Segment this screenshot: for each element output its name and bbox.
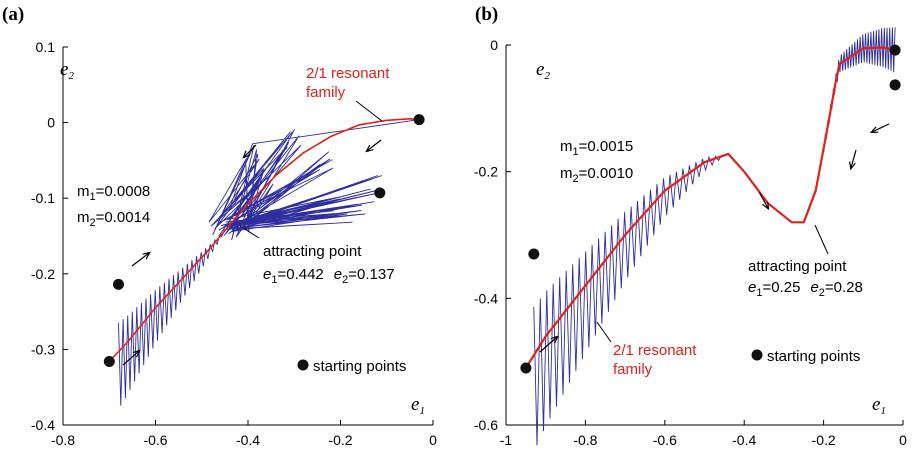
panel-b-trajectory-lower [533,153,729,446]
panel-b-attract-title: attracting point [748,258,847,275]
panel-a-ylabel: e2 [60,59,74,82]
panel-a-y-tick-label: 0.1 [36,39,56,55]
panel-b-label: (b) [475,4,498,25]
panel-b-axes: -1 -0.8 -0.6 -0.4 -0.2 0 0 -0.2 -0.4 -0.6 [474,37,907,448]
panel-a-arrow [244,144,257,157]
panel-b-starting-point [520,362,532,374]
panel-b-y-tick-label: 0 [490,37,498,53]
panel-b-x-tick-label: -0.4 [732,432,756,448]
panel-b-m1: m1=0.0015 [560,138,633,158]
panel-a-y-tick-label: -0.2 [31,266,55,282]
panel-a-arrow [367,139,382,151]
panel-a-arrow [122,351,139,366]
panel-b-legend-marker [751,349,763,361]
panel-a-starting-point [113,278,124,290]
panel-b-x-tick-label: -0.8 [573,432,597,448]
panel-a-legend-label: starting points [313,358,406,375]
panel-b-xlabel: e1 [872,394,886,417]
panel-b-attract-values: e1=0.25 e2=0.28 [748,279,863,299]
panel-a-resonant-family [108,118,420,363]
panel-a-y-tick-label: -0.3 [31,341,55,357]
panel-a-attract-leader [239,225,260,239]
panel-b-family-label-2: family [613,361,653,378]
panel-b-ylabel: e2 [536,59,550,82]
panel-a-starting-point [374,187,386,199]
panel-b-starting-point [889,44,901,56]
panel-b-x-tick-label: 0 [899,432,907,448]
panel-a-starting-points [103,114,425,367]
panel-b-starting-point [889,79,901,91]
panel-b-x-tick-label: -0.6 [653,432,677,448]
panel-a-x-tick-label: -0.2 [328,432,352,448]
panel-b: (b) -1 -0.8 -0.6 -0.4 -0.2 00-0.2-0.4-0.6 e2 … [474,4,907,448]
panel-b-resonant-family [524,46,896,369]
panel-a-trajectory [118,119,420,406]
panel-a-y-tick-label: 0 [47,115,55,131]
panel-a-legend-marker [297,359,309,371]
panel-a-y-tick-label: -0.4 [31,417,55,433]
panel-b-attract-leader [814,224,829,255]
panel-b-arrow [851,149,857,168]
panel-b-m2: m2=0.0010 [560,165,633,185]
panel-a-x-tick-label: -0.8 [51,432,75,448]
panel-b-arrow [872,123,890,132]
panel-a-family-label-1: 2/1 resonant [306,65,390,82]
panel-a: (a) -0.8 -0.6 -0.4 -0.2 00.10-0.1-0.2-0.3-0.… [2,4,437,448]
panel-a-family-leader [355,100,383,122]
panel-a-starting-point [103,356,115,367]
panel-a-m2: m2=0.0014 [77,209,150,229]
panel-a-trajectory-upper [208,119,420,241]
panel-b-y-tick-label: -0.4 [474,290,498,306]
panel-b-trajectory [533,27,896,446]
panel-b-arrow [539,337,557,353]
panel-a-label: (a) [2,4,24,25]
panel-b-starting-point [528,248,540,260]
panel-b-family-leader [596,321,612,343]
panel-b-y-tick-label: -0.2 [474,164,498,180]
panel-b-x-tick-label: -0.2 [812,432,836,448]
panel-a-starting-point [413,114,425,126]
panel-b-x-tick-label: -1 [500,432,513,448]
panel-a-family-label-2: family [306,84,346,101]
panel-a-x-tick-label: -0.4 [236,432,260,448]
panel-a-m1: m1=0.0008 [77,183,150,203]
panel-a-xlabel: e1 [411,394,425,417]
panel-a-y-tick-label: -0.1 [31,190,55,206]
panel-b-arrow [758,191,768,208]
panel-a-family-curve [108,118,420,363]
panel-b-legend-label: starting points [767,348,860,365]
panel-a-x-tick-label: -0.6 [143,432,167,448]
panel-a-axes: -0.8 -0.6 -0.4 -0.2 0 0.1 0 -0.1 -0.2 -0.3 -0.4 [31,39,437,448]
panel-b-family-label-1: 2/1 resonant [613,342,697,359]
panel-a-arrow [131,253,149,267]
panel-b-family-curve [524,46,896,369]
panel-b-y-tick-label: -0.6 [474,417,498,433]
panel-a-attract-values: e1=0.442 e2=0.137 [263,266,395,286]
panel-a-attract-title: attracting point [263,243,362,260]
panel-b-starting-points [520,44,901,374]
panel-a-trajectory-lower [118,225,229,406]
panel-a-x-tick-label: 0 [429,432,437,448]
